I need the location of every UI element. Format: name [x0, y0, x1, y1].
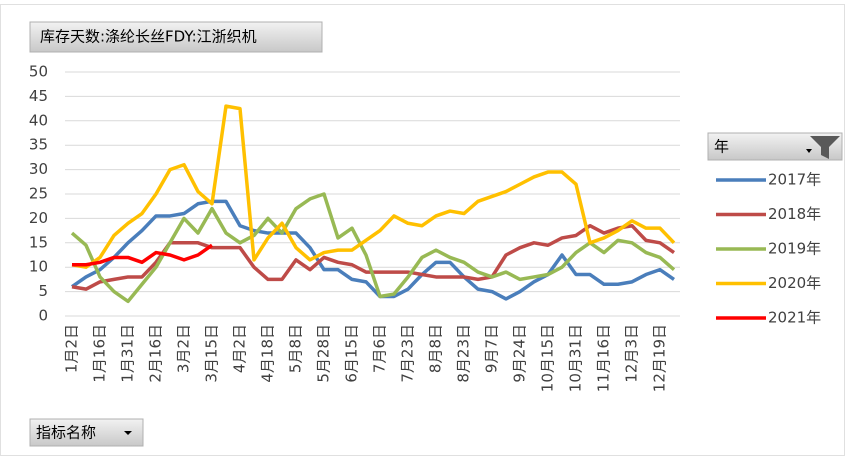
- x-tick-label: 2月16日: [147, 324, 165, 383]
- y-tick-label: 5: [38, 282, 48, 300]
- x-tick-label: 8月23日: [455, 324, 473, 383]
- y-tick-label: 15: [29, 233, 48, 251]
- x-tick-label: 8月8日: [427, 324, 445, 373]
- title-button[interactable]: [29, 21, 323, 53]
- field-button[interactable]: [29, 418, 144, 447]
- y-tick-label: 50: [29, 63, 48, 81]
- x-tick-label: 1月16日: [91, 324, 109, 383]
- y-tick-label: 45: [29, 87, 48, 105]
- series-line: [70, 199, 676, 301]
- legend-title: 年: [714, 138, 729, 156]
- x-tick-label: 1月2日: [63, 324, 81, 373]
- legend-label: 2021年: [768, 309, 821, 327]
- x-tick-label: 12月3日: [623, 324, 641, 383]
- x-tick-label: 9月7日: [483, 324, 501, 373]
- field-button-label: 指标名称: [36, 424, 96, 442]
- dropdown-arrow: [806, 149, 812, 153]
- y-tick-label: 20: [29, 209, 48, 227]
- series-line: [70, 192, 676, 304]
- x-tick-label: 7月6日: [371, 324, 389, 373]
- series-line: [71, 104, 676, 269]
- x-tick-label: 12月19日: [651, 324, 669, 392]
- filter-icon: [810, 136, 840, 159]
- x-tick-label: 3月15日: [203, 324, 221, 383]
- x-tick-label: 4月18日: [259, 324, 277, 383]
- x-tick-label: 3月2日: [175, 324, 193, 373]
- x-tick-label: 1月31日: [119, 324, 137, 383]
- y-tick-label: 40: [29, 111, 48, 129]
- x-tick-label: 11月16日: [595, 324, 613, 392]
- x-tick-label: 4月2日: [231, 324, 249, 373]
- y-tick-label: 10: [29, 258, 48, 276]
- x-tick-label: 5月28日: [315, 324, 333, 383]
- x-tick-label: 10月31日: [567, 324, 585, 392]
- dropdown-arrow: [124, 431, 132, 435]
- chart-title: 库存天数:涤纶长丝FDY:江浙织机: [40, 28, 257, 46]
- x-tick-label: 10月15日: [539, 324, 557, 392]
- y-tick-label: 35: [29, 136, 48, 154]
- y-tick-label: 0: [38, 307, 48, 325]
- legend-label: 2018年: [768, 205, 821, 223]
- y-tick-label: 30: [29, 160, 48, 178]
- x-tick-label: 5月8日: [287, 324, 305, 373]
- x-tick-label: 9月24日: [511, 324, 529, 383]
- y-tick-label: 25: [29, 185, 48, 203]
- x-tick-label: 6月15日: [343, 324, 361, 383]
- series-line: [72, 243, 214, 267]
- x-tick-label: 7月23日: [399, 324, 417, 383]
- legend-label: 2017年: [768, 171, 821, 189]
- legend-label: 2019年: [768, 240, 821, 258]
- legend-label: 2020年: [768, 274, 821, 292]
